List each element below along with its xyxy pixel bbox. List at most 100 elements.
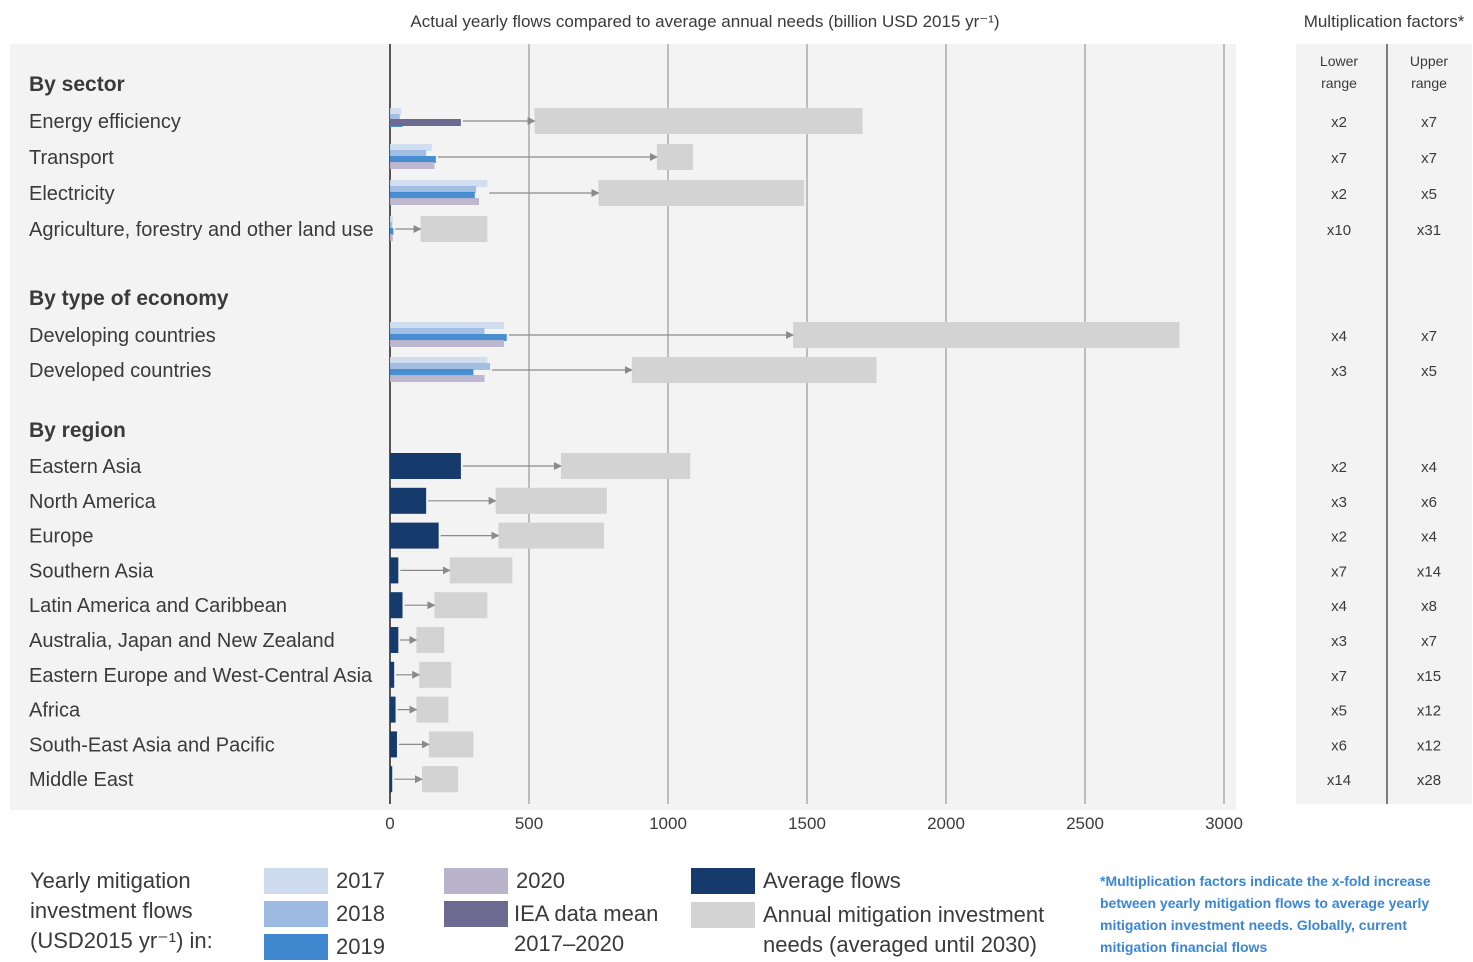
legend-swatch-2017 (264, 868, 328, 894)
legend-swatch-2019 (264, 934, 328, 960)
average-flow-bar (390, 557, 399, 584)
needs-range-bar (416, 627, 445, 653)
flow-bar-2019 (390, 228, 394, 235)
lower-factor: x2 (1331, 114, 1347, 131)
flow-bar-2018 (390, 363, 491, 370)
lower-factor: x3 (1331, 363, 1347, 380)
x-tick-label-2500: 2500 (1066, 814, 1104, 833)
needs-range-bar (793, 322, 1180, 348)
flow-bar-2018 (390, 222, 393, 229)
legend-label-2018: 2018 (336, 901, 385, 926)
flow-bar-2017 (390, 180, 488, 187)
upper-factor: x5 (1421, 363, 1437, 380)
multiplication-title: Multiplication factors* (1304, 12, 1465, 31)
x-tick-label-3000: 3000 (1205, 814, 1243, 833)
flow-bar-2018 (390, 150, 427, 157)
row-label: Eastern Asia (29, 456, 142, 478)
upper-factor: x7 (1421, 328, 1437, 345)
row-label: North America (29, 491, 157, 513)
lower-factor: x6 (1331, 737, 1347, 754)
lower-factor: x7 (1331, 668, 1347, 685)
legend-swatch-needs (691, 902, 755, 928)
x-tick-label-0: 0 (385, 814, 394, 833)
legend-label-2020: 2020 (516, 868, 565, 893)
upper-factor: x6 (1421, 494, 1437, 511)
upper-factor: x4 (1421, 529, 1437, 546)
upper-factor: x7 (1421, 633, 1437, 650)
row-label: Africa (29, 700, 81, 722)
row-label: South-East Asia and Pacific (29, 734, 275, 756)
lower-factor: x4 (1331, 598, 1347, 615)
upper-range-header-2: range (1411, 75, 1447, 91)
flow-bar-2020 (390, 375, 485, 382)
legend-label-iea: IEA data mean 2017–2020 (514, 901, 659, 956)
needs-range-bar (419, 661, 452, 688)
needs-range-bar (631, 357, 877, 383)
average-flow-bar (390, 661, 395, 688)
upper-factor: x28 (1417, 772, 1441, 789)
legend-swatch-2018 (264, 901, 328, 927)
lower-factor: x2 (1331, 529, 1347, 546)
lower-factor: x2 (1331, 459, 1347, 476)
needs-range-bar (434, 592, 488, 619)
row-label: Eastern Europe and West-Central Asia (29, 665, 373, 687)
lower-factor: x14 (1327, 772, 1351, 789)
flow-bar-2020 (390, 162, 435, 169)
multiplication-footnote: *Multiplication factors indicate the x-f… (1100, 873, 1431, 955)
marks-layer (390, 108, 1180, 793)
flow-bar-2017 (390, 216, 393, 223)
needs-range-bar (534, 108, 863, 134)
lower-factor: x7 (1331, 150, 1347, 167)
needs-range-bar (560, 453, 691, 479)
flow-bar-2017 (390, 322, 504, 329)
average-flow-bar (390, 487, 427, 514)
chart-title: Actual yearly flows compared to average … (410, 12, 999, 31)
average-flow-bar (390, 453, 461, 479)
flow-bar-2019 (390, 156, 436, 163)
upper-factor: x14 (1417, 563, 1441, 580)
lower-factor: x2 (1331, 186, 1347, 203)
needs-range-bar (421, 766, 459, 793)
needs-range-bar (420, 216, 488, 242)
row-label: Australia, Japan and New Zealand (29, 630, 335, 652)
flow-bar-2020 (390, 234, 393, 241)
group-heading: By type of economy (29, 287, 229, 310)
lower-factor: x10 (1327, 222, 1351, 239)
legend-title: Yearly mitigation investment flows (USD2… (30, 868, 213, 953)
row-label: Developed countries (29, 360, 211, 382)
average-flow-bar (390, 592, 403, 619)
legend-label-2017: 2017 (336, 868, 385, 893)
flow-bar-2017 (390, 357, 488, 364)
row-label: Latin America and Caribbean (29, 595, 287, 617)
labels-layer: 0 500 1000 1500 2000 2500 3000 By sector Energy … (29, 73, 1243, 833)
lower-factor: x7 (1331, 563, 1347, 580)
lower-factor: x3 (1331, 494, 1347, 511)
row-label: Transport (29, 147, 114, 169)
needs-range-bar (498, 522, 605, 549)
flow-bar-2019 (390, 369, 474, 376)
row-label: Agriculture, forestry and other land use (29, 219, 374, 241)
flow-bar-2018 (390, 114, 400, 121)
upper-factor: x12 (1417, 737, 1441, 754)
average-flow-bar (390, 696, 396, 723)
x-tick-label-1500: 1500 (788, 814, 826, 833)
upper-factor: x5 (1421, 186, 1437, 203)
upper-factor: x7 (1421, 150, 1437, 167)
group-heading: By sector (29, 73, 125, 96)
needs-range-bar (428, 731, 474, 758)
needs-range-bar (495, 487, 607, 514)
legend-label-2019: 2019 (336, 934, 385, 959)
flow-bar-2018 (390, 328, 485, 335)
lower-factor: x5 (1331, 703, 1347, 720)
average-flow-bar (390, 522, 439, 549)
x-tick-label-500: 500 (515, 814, 543, 833)
average-flow-bar (390, 766, 393, 793)
upper-factor: x31 (1417, 222, 1441, 239)
x-tick-label-2000: 2000 (927, 814, 965, 833)
group-heading: By region (29, 419, 126, 442)
flow-bar-iea (390, 119, 461, 126)
multiplication-panel (1296, 44, 1472, 804)
lower-factor: x4 (1331, 328, 1347, 345)
legend-label-average: Average flows (763, 868, 901, 893)
lower-factor: x3 (1331, 633, 1347, 650)
